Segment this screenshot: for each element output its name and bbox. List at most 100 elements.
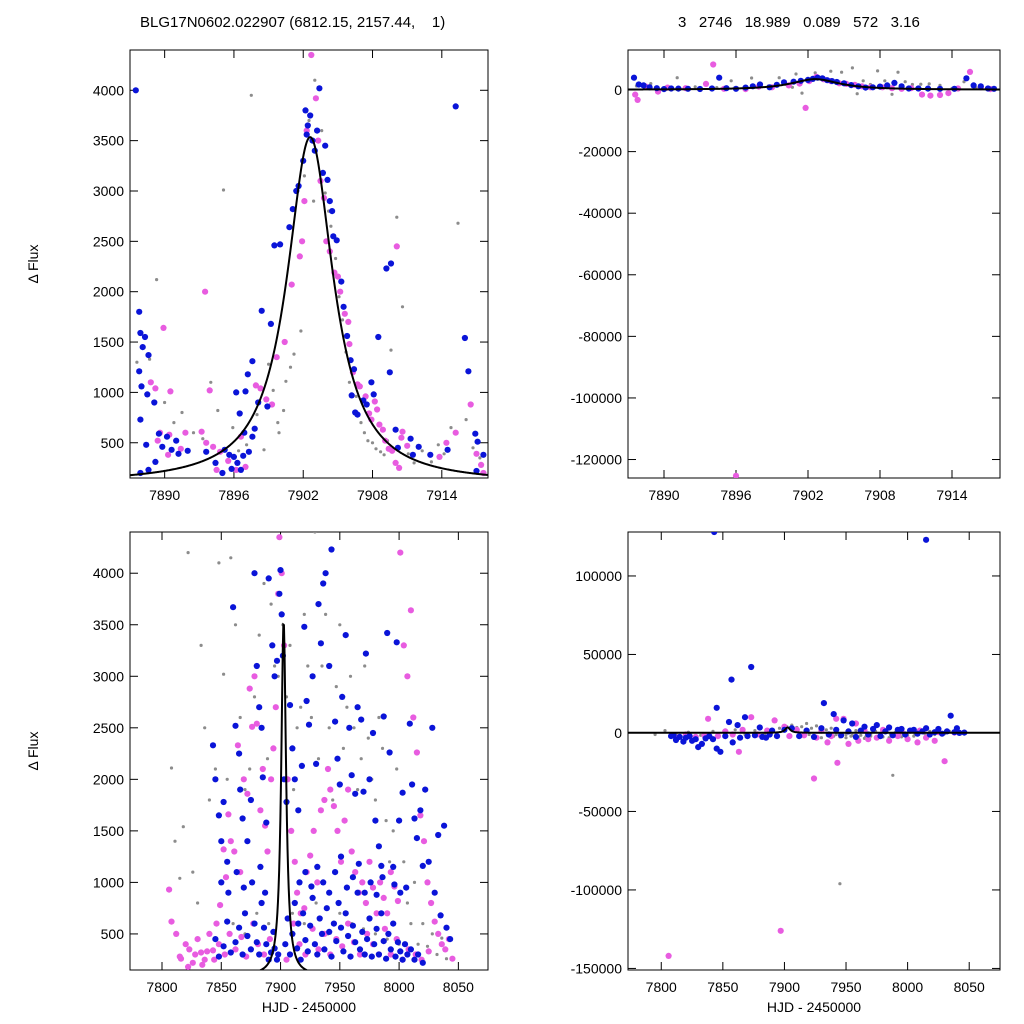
- data-point-magenta: [389, 447, 396, 454]
- data-point-blue: [716, 74, 723, 81]
- data-point-magenta: [632, 91, 639, 98]
- data-point-blue: [258, 307, 265, 314]
- data-point-magenta: [904, 736, 911, 743]
- data-point-blue: [132, 87, 139, 94]
- data-point-gray: [282, 408, 286, 413]
- data-point-blue: [358, 716, 365, 723]
- data-point-blue: [258, 724, 265, 731]
- data-point-magenta: [315, 137, 322, 144]
- data-point-blue: [138, 383, 145, 390]
- data-point-gray: [809, 726, 814, 730]
- data-point-gray: [262, 581, 266, 586]
- data-point-blue: [403, 884, 410, 891]
- data-point-magenta: [206, 387, 213, 394]
- data-point-gray: [370, 441, 375, 445]
- x-tick-label: 7896: [720, 487, 751, 503]
- data-point-blue: [385, 930, 392, 938]
- data-point-blue: [263, 941, 270, 948]
- data-point-gray: [814, 724, 819, 728]
- data-point-blue: [355, 860, 362, 867]
- data-point-blue: [155, 430, 162, 437]
- data-point-blue: [366, 776, 373, 783]
- data-point-blue: [383, 955, 390, 962]
- data-point-gray: [927, 82, 931, 86]
- x-tick-label: 8050: [954, 979, 985, 995]
- data-point-gray: [896, 70, 900, 74]
- data-point-blue: [320, 580, 327, 587]
- data-point-blue: [247, 796, 254, 804]
- data-point-gray: [854, 729, 858, 733]
- data-point-gray: [334, 256, 338, 261]
- data-point-gray: [186, 551, 190, 555]
- data-point-gray: [440, 936, 444, 940]
- data-point-blue: [354, 411, 361, 418]
- data-point-blue: [744, 733, 751, 740]
- data-point-magenta: [735, 748, 743, 755]
- data-point-blue: [371, 941, 378, 948]
- data-point-gray: [323, 191, 327, 195]
- data-point-blue: [258, 899, 265, 907]
- data-point-blue: [340, 303, 347, 310]
- data-point-blue: [713, 704, 720, 711]
- data-point-gray: [876, 69, 880, 73]
- data-point-blue: [354, 889, 361, 896]
- data-point-magenta: [220, 846, 227, 853]
- data-point-magenta: [264, 848, 271, 855]
- data-point-blue: [265, 575, 272, 582]
- data-point-magenta: [167, 388, 174, 395]
- data-point-blue: [729, 739, 736, 746]
- data-point-blue: [372, 817, 379, 824]
- data-point-gray: [891, 773, 895, 777]
- data-point-blue: [375, 951, 382, 958]
- data-point-gray: [163, 400, 167, 405]
- data-point-blue: [237, 786, 244, 793]
- data-point-gray: [178, 876, 182, 880]
- data-point-gray: [302, 174, 306, 178]
- data-point-blue: [810, 733, 818, 741]
- data-point-blue: [314, 127, 321, 134]
- data-point-gray: [384, 819, 388, 823]
- data-point-blue: [422, 786, 429, 793]
- data-point-blue: [404, 951, 411, 958]
- data-point-blue: [380, 713, 387, 720]
- data-point-magenta: [431, 918, 438, 925]
- data-point-magenta: [211, 956, 218, 963]
- data-point-magenta: [393, 243, 400, 250]
- data-point-gray: [405, 901, 409, 905]
- data-point-magenta: [330, 803, 337, 810]
- data-point-blue: [392, 953, 399, 960]
- data-point-magenta: [288, 281, 295, 288]
- data-point-magenta: [710, 61, 717, 68]
- data-point-magenta: [387, 951, 394, 958]
- data-point-gray: [340, 318, 345, 322]
- data-point-magenta: [399, 428, 406, 435]
- data-point-magenta: [436, 453, 443, 460]
- data-point-magenta: [166, 886, 173, 893]
- x-tick-label: 7908: [864, 487, 895, 503]
- data-point-blue: [630, 74, 638, 81]
- y-tick-label: -20000: [578, 144, 622, 160]
- data-point-blue: [963, 75, 970, 82]
- data-point-magenta: [260, 951, 268, 958]
- data-point-gray: [284, 379, 288, 383]
- data-point-blue: [427, 451, 434, 458]
- data-point-gray: [252, 695, 257, 699]
- data-point-magenta: [259, 765, 266, 773]
- data-point-magenta: [182, 429, 189, 436]
- x-tick-label: 7914: [426, 487, 457, 503]
- data-point-magenta: [203, 439, 210, 446]
- data-point-gray: [416, 942, 420, 946]
- y-tick-label: 100000: [575, 568, 622, 584]
- data-point-blue: [215, 953, 222, 960]
- data-point-magenta: [425, 948, 432, 955]
- data-point-magenta: [801, 732, 808, 739]
- data-point-magenta: [312, 95, 319, 102]
- data-point-blue: [159, 443, 166, 450]
- y-tick-label: 4000: [93, 565, 124, 581]
- data-point-blue: [970, 82, 977, 89]
- data-point-gray: [456, 221, 460, 225]
- data-point-magenta: [296, 253, 303, 260]
- data-point-gray: [238, 715, 242, 720]
- data-point-blue: [145, 352, 152, 359]
- data-point-blue: [352, 939, 359, 946]
